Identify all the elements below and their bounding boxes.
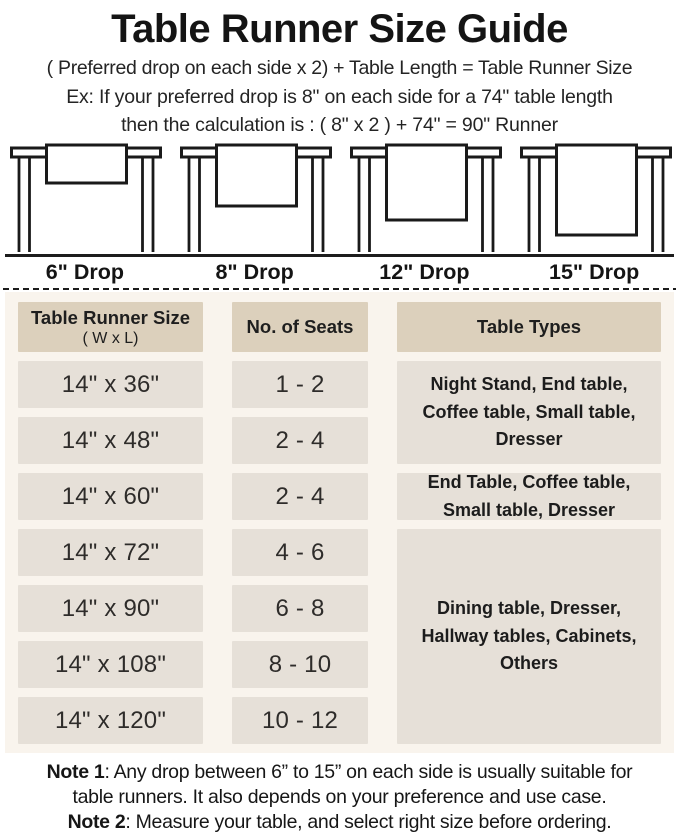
size-cell: 14" x 72"	[18, 529, 203, 576]
size-guide-table: Table Runner Size ( W x L) No. of Seats …	[18, 302, 661, 744]
table-runner-drawing	[350, 143, 502, 252]
header-cell-types: Table Types	[397, 302, 661, 352]
table-runner-figure	[170, 141, 340, 254]
note-1-line-2: table runners. It also depends on your p…	[72, 786, 607, 808]
seats-cell: 2 - 4	[232, 473, 368, 520]
drop-label: 8" Drop	[215, 260, 294, 284]
drop-label: 12" Drop	[379, 260, 470, 284]
seats-cell: 4 - 6	[232, 529, 368, 576]
table-runner-figure	[0, 141, 170, 254]
seats-cell: 2 - 4	[232, 417, 368, 464]
size-cell: 14" x 120"	[18, 697, 203, 744]
size-cell: 14" x 60"	[18, 473, 203, 520]
types-cell-group-1: Night Stand, End table, Coffee table, Sm…	[397, 361, 661, 464]
seats-cell: 8 - 10	[232, 641, 368, 688]
size-cell: 14" x 90"	[18, 585, 203, 632]
dashed-divider	[3, 288, 676, 290]
note-2-label: Note 2	[67, 811, 126, 833]
header-section: Table Runner Size Guide ( Preferred drop…	[0, 0, 679, 139]
table-runner-drawing	[10, 143, 162, 252]
formula-text: ( Preferred drop on each side x 2) + Tab…	[46, 57, 633, 79]
size-cell: 14" x 36"	[18, 361, 203, 408]
solid-divider	[5, 254, 674, 257]
seats-cell: 1 - 2	[232, 361, 368, 408]
table-runner-drawing	[180, 143, 332, 252]
header-cell-size: Table Runner Size ( W x L)	[18, 302, 203, 352]
table-runner-figure	[340, 141, 510, 254]
table-runner-figure	[510, 141, 679, 254]
drop-labels-row: 6" Drop 8" Drop 12" Drop 15" Drop	[0, 258, 679, 287]
types-cell-group-3: Dining table, Dresser, Hallway tables, C…	[397, 529, 661, 744]
header-size-title: Table Runner Size	[31, 306, 190, 328]
seats-cell: 6 - 8	[232, 585, 368, 632]
size-cell: 14" x 108"	[18, 641, 203, 688]
page-title: Table Runner Size Guide	[111, 7, 568, 51]
drop-label: 6" Drop	[45, 260, 125, 284]
example-line-1: Ex: If your preferred drop is 8" on each…	[66, 86, 613, 108]
example-line-2: then the calculation is : ( 8" x 2 ) + 7…	[121, 114, 558, 136]
table-runner-drawing	[520, 143, 672, 252]
header-cell-seats: No. of Seats	[232, 302, 368, 352]
drop-label: 15" Drop	[549, 260, 640, 284]
notes-section: Note 1: Any drop between 6” to 15” on ea…	[0, 753, 679, 835]
size-cell: 14" x 48"	[18, 417, 203, 464]
header-size-subtitle: ( W x L)	[82, 329, 139, 347]
types-cell-group-2: End Table, Coffee table, Small table, Dr…	[397, 472, 661, 520]
size-guide-panel: Table Runner Size ( W x L) No. of Seats …	[5, 292, 674, 753]
figures-row	[0, 141, 679, 254]
note-2-line: Note 2: Measure your table, and select r…	[67, 811, 612, 833]
seats-cell: 10 - 12	[232, 697, 368, 744]
note-1-line-1: Note 1: Any drop between 6” to 15” on ea…	[46, 761, 633, 783]
note-1-label: Note 1	[46, 761, 105, 783]
